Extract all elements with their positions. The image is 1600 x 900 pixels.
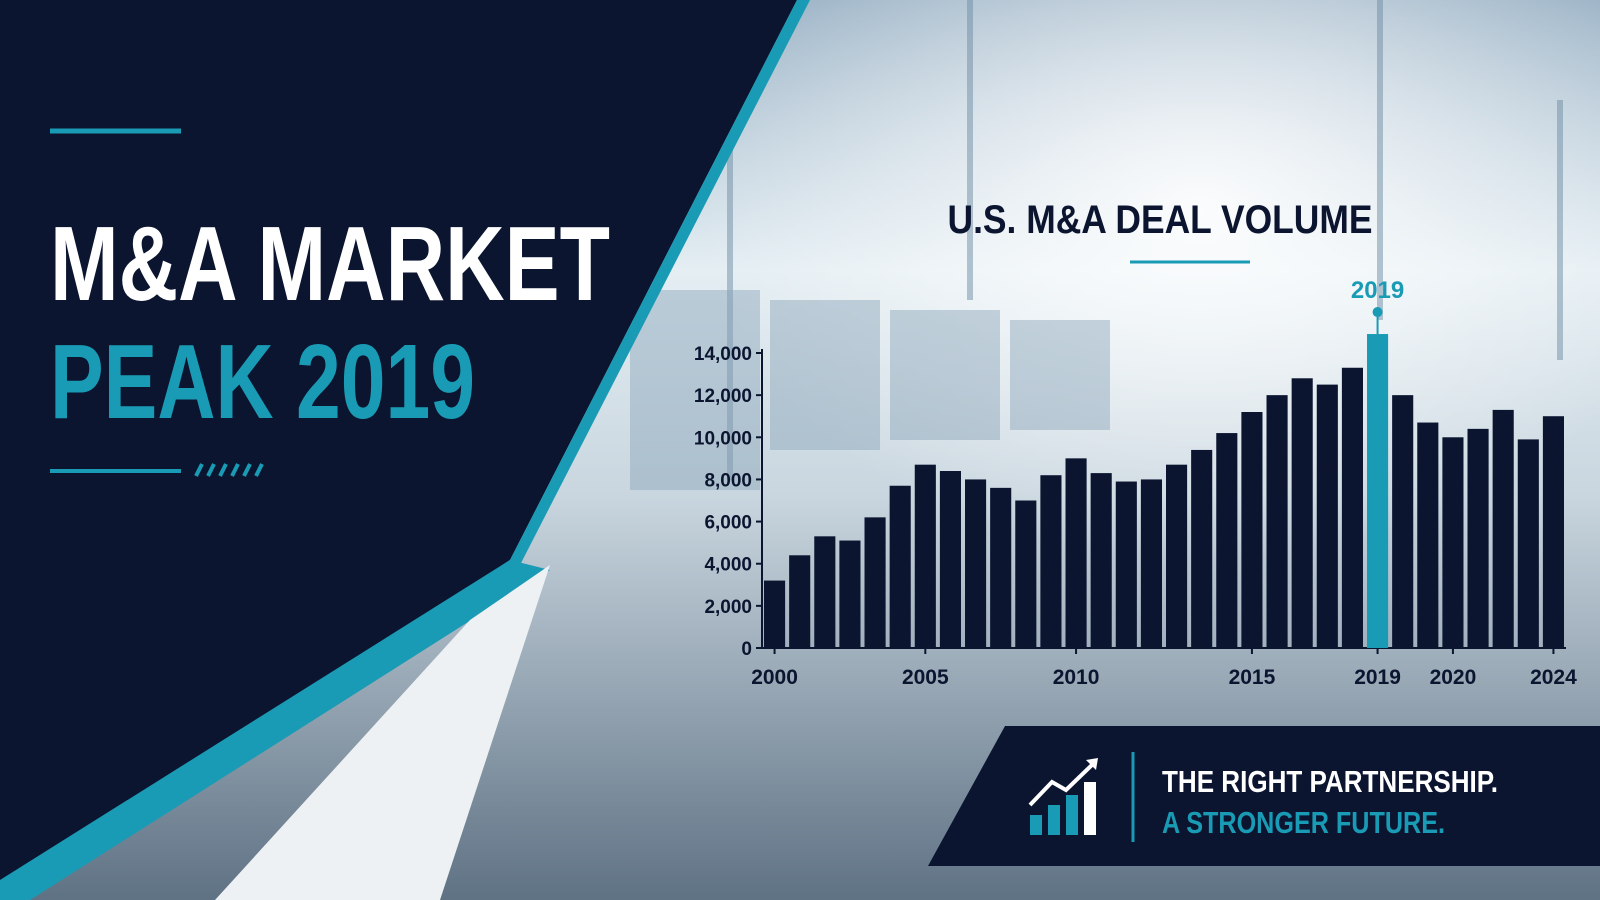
bar bbox=[789, 555, 811, 648]
bar bbox=[939, 471, 961, 648]
bar bbox=[889, 485, 911, 648]
accent-hatch bbox=[194, 463, 264, 477]
tagline: THE RIGHT PARTNERSHIP. bbox=[1162, 764, 1498, 799]
x-tick-label: 2000 bbox=[751, 666, 798, 689]
bar bbox=[965, 479, 987, 648]
bar bbox=[990, 487, 1012, 648]
bar bbox=[1241, 412, 1263, 648]
bar bbox=[1341, 367, 1363, 648]
bar bbox=[764, 580, 786, 648]
bar bbox=[1090, 473, 1112, 648]
bar bbox=[1316, 384, 1338, 648]
y-tick-label: 2,000 bbox=[704, 597, 752, 618]
bar bbox=[1266, 395, 1288, 648]
bar bbox=[814, 536, 836, 648]
dark-panel bbox=[0, 0, 797, 900]
bar bbox=[1442, 437, 1464, 648]
y-tick-label: 4,000 bbox=[704, 555, 752, 576]
bar bbox=[1040, 475, 1062, 648]
bar bbox=[1015, 500, 1037, 648]
bar bbox=[1542, 416, 1564, 648]
annotation: 2019 bbox=[1351, 277, 1404, 304]
bar bbox=[1291, 378, 1313, 648]
headline: M&A MARKET bbox=[50, 205, 610, 323]
bar bbox=[1140, 479, 1162, 648]
bar bbox=[1417, 422, 1439, 648]
bar bbox=[1467, 428, 1489, 648]
bar bbox=[1392, 395, 1414, 648]
y-tick-label: 0 bbox=[741, 639, 752, 660]
y-tick-label: 6,000 bbox=[704, 513, 752, 534]
bar bbox=[1367, 334, 1389, 648]
bar bbox=[914, 464, 936, 648]
white-wedge bbox=[215, 565, 550, 900]
bar bbox=[1115, 481, 1137, 648]
x-tick-label: 2019 bbox=[1354, 666, 1401, 689]
y-tick-label: 12,000 bbox=[694, 386, 752, 407]
x-tick-label: 2005 bbox=[902, 666, 949, 689]
factory-beams bbox=[727, 0, 1563, 480]
bar bbox=[1191, 449, 1213, 648]
annotation-dot bbox=[1372, 307, 1383, 318]
bar bbox=[1065, 458, 1087, 648]
x-tick-label: 2024 bbox=[1530, 666, 1577, 689]
x-tick-label: 2020 bbox=[1430, 666, 1477, 689]
x-tick-label: 2010 bbox=[1053, 666, 1100, 689]
tagline-accent: A STRONGER FUTURE. bbox=[1162, 805, 1445, 840]
y-tick-label: 14,000 bbox=[694, 344, 752, 365]
bar bbox=[839, 540, 861, 648]
growth-icon bbox=[1028, 758, 1098, 835]
bar bbox=[1517, 439, 1539, 648]
teal-wedge bbox=[0, 560, 550, 900]
edge-stripe bbox=[510, 0, 810, 565]
x-tick-label: 2015 bbox=[1229, 666, 1276, 689]
factory-machines bbox=[630, 290, 1110, 490]
bar bbox=[864, 517, 886, 648]
y-tick-label: 10,000 bbox=[694, 428, 752, 449]
bar bbox=[1492, 409, 1514, 648]
headline-accent: PEAK 2019 bbox=[50, 323, 475, 441]
bar bbox=[1216, 433, 1238, 648]
chart-title: U.S. M&A DEAL VOLUME bbox=[948, 198, 1373, 242]
y-tick-label: 8,000 bbox=[704, 470, 752, 491]
bar bbox=[1166, 464, 1188, 648]
